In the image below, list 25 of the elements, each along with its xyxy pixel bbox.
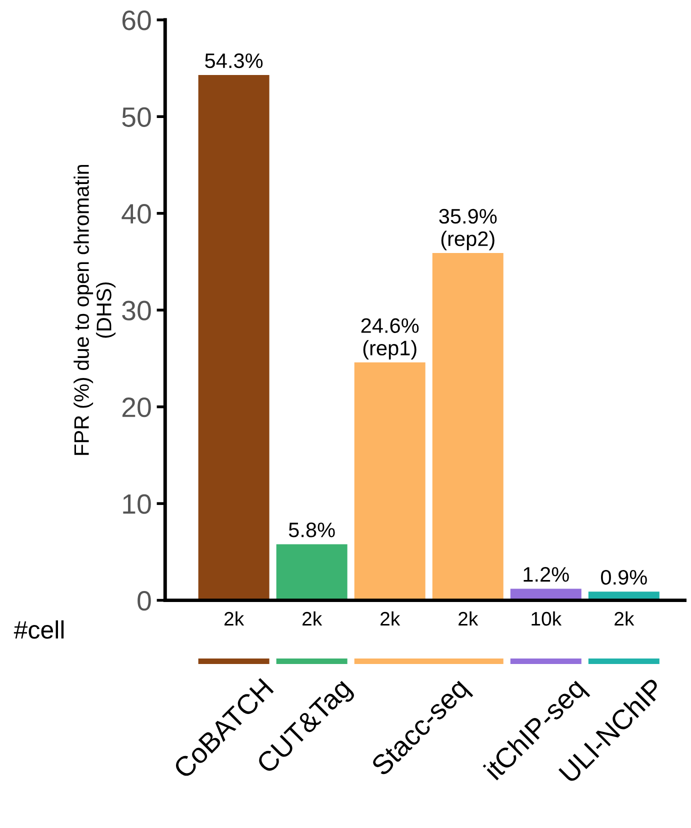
bar	[276, 544, 348, 600]
data-label: 0.9%	[600, 570, 647, 585]
y-tick-label: 50	[122, 107, 151, 127]
data-label: 5.8%	[288, 522, 335, 538]
y-tick-label: 0	[138, 590, 151, 611]
text: #cell	[14, 620, 64, 639]
y-tick-label: 30	[122, 300, 151, 320]
y-axis-title: FPR (%) due to open chromatin (DHS)	[74, 164, 116, 455]
x-tick-label: 2k	[458, 611, 478, 626]
y-tick-label: 60	[122, 10, 151, 30]
data-label: 54.3%	[205, 53, 263, 68]
bar	[432, 253, 504, 600]
bar	[354, 362, 426, 600]
y-tick-label: 20	[122, 397, 151, 418]
x-tick-label: 2k	[224, 611, 244, 626]
y-tick-label: 10	[123, 494, 151, 514]
x-tick-label: 2k	[614, 611, 634, 626]
data-label: 24.6% (rep1)	[361, 318, 419, 360]
x-tick-label: 10k	[532, 611, 562, 626]
data-label: 35.9% (rep2)	[439, 208, 497, 250]
x-tick-label: 2k	[380, 611, 400, 626]
x-tick-label: 2k	[302, 611, 322, 626]
bar	[198, 75, 270, 600]
y-tick-label: 40	[122, 204, 151, 224]
data-label: 1.2%	[524, 567, 569, 582]
